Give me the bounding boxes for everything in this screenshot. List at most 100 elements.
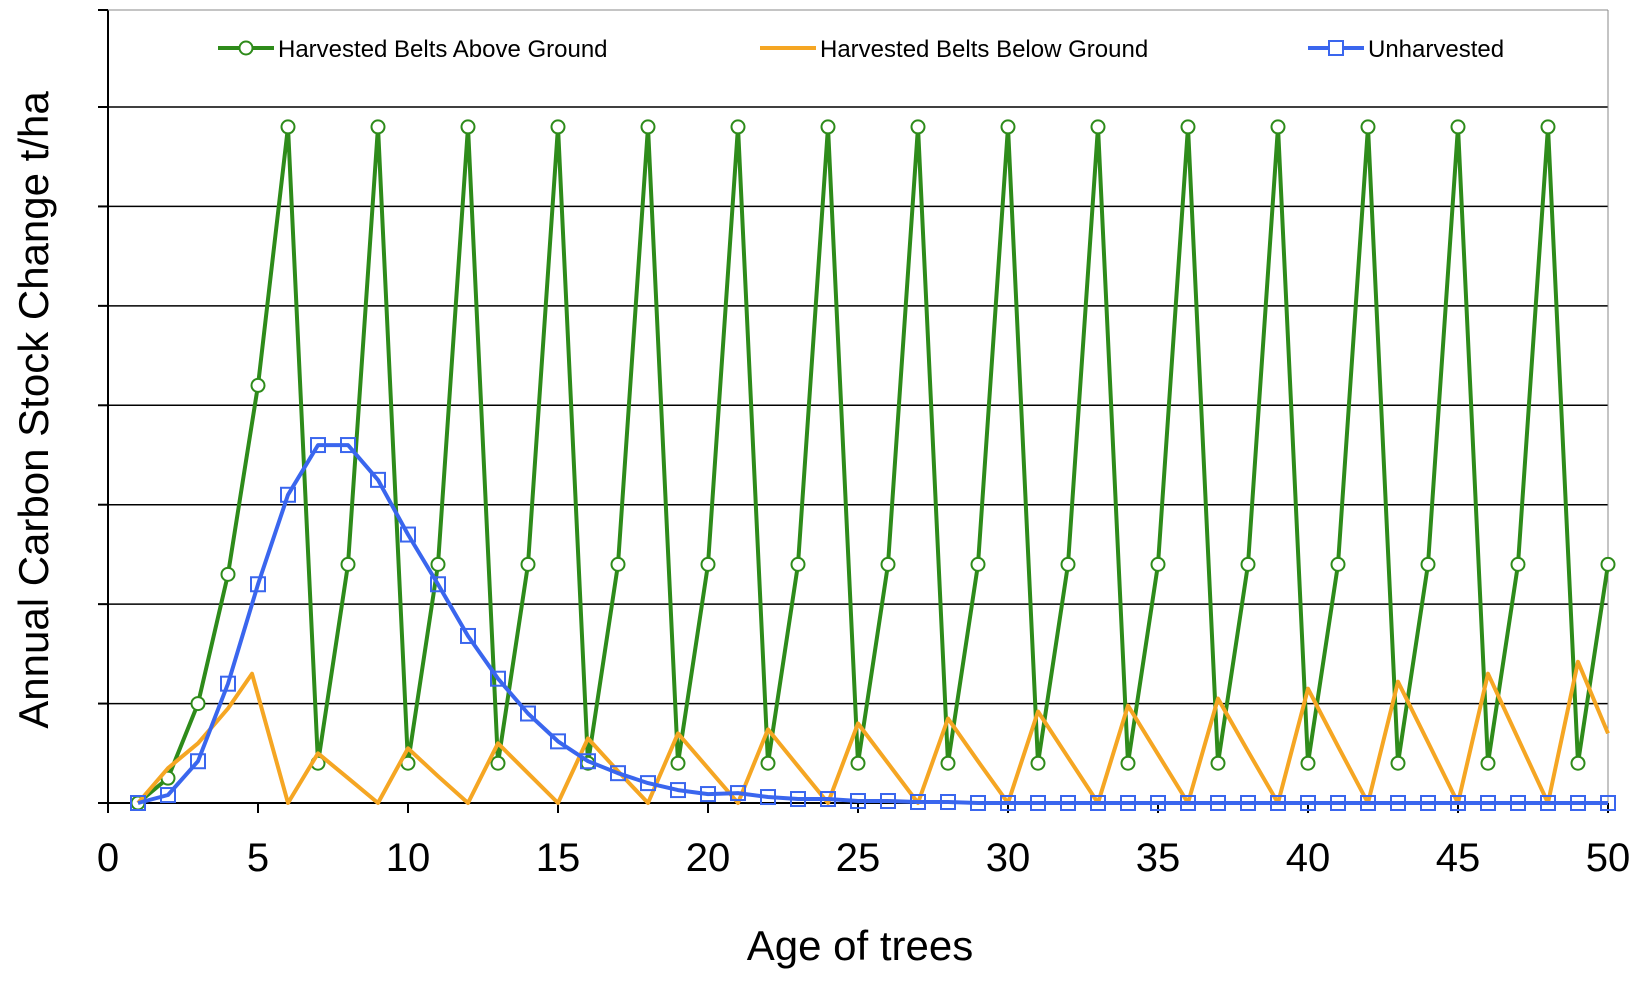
data-point bbox=[430, 576, 446, 593]
data-point bbox=[820, 791, 836, 808]
series-layer bbox=[130, 119, 1616, 811]
data-point bbox=[460, 627, 476, 644]
series-line bbox=[136, 124, 1610, 805]
data-point bbox=[310, 437, 326, 454]
data-point bbox=[1450, 795, 1466, 811]
data-point bbox=[580, 753, 596, 770]
data-point bbox=[1330, 795, 1346, 811]
x-tick-label: 35 bbox=[1136, 836, 1181, 880]
legend: Harvested Belts Above Ground Harvested Be… bbox=[218, 36, 1504, 63]
data-point bbox=[1060, 795, 1076, 811]
data-point bbox=[1390, 795, 1406, 811]
data-point bbox=[1300, 795, 1316, 811]
data-point bbox=[460, 119, 476, 135]
data-point bbox=[1000, 795, 1016, 811]
data-point bbox=[550, 733, 566, 750]
data-point bbox=[790, 791, 806, 808]
data-point bbox=[880, 793, 896, 810]
x-tick-label: 15 bbox=[536, 836, 581, 880]
data-point bbox=[370, 471, 386, 488]
axes: 0 5 10 15 20 25 30 35 40 45 50 bbox=[97, 9, 1631, 880]
legend-label: Harvested Belts Above Ground bbox=[278, 36, 608, 63]
x-tick-label: 0 bbox=[97, 836, 119, 880]
data-point bbox=[880, 556, 896, 572]
data-point bbox=[940, 755, 956, 771]
data-point bbox=[670, 782, 686, 799]
data-point bbox=[1420, 795, 1436, 811]
data-point bbox=[700, 786, 716, 803]
legend-label: Unharvested bbox=[1368, 36, 1504, 63]
data-point bbox=[250, 576, 266, 593]
data-point bbox=[1300, 755, 1316, 771]
data-point bbox=[220, 675, 236, 692]
data-point bbox=[1540, 119, 1556, 135]
data-point bbox=[430, 556, 446, 572]
data-point bbox=[730, 119, 746, 135]
data-point bbox=[1240, 556, 1256, 572]
data-point bbox=[520, 705, 536, 722]
x-tick-label: 30 bbox=[986, 836, 1031, 880]
data-point bbox=[760, 789, 776, 806]
data-point bbox=[340, 556, 356, 572]
x-tick-label: 25 bbox=[836, 836, 881, 880]
data-point bbox=[640, 119, 656, 135]
data-point bbox=[910, 119, 926, 135]
legend-marker bbox=[1328, 40, 1344, 56]
data-point bbox=[550, 119, 566, 135]
legend-marker bbox=[238, 40, 254, 56]
x-tick-label: 40 bbox=[1286, 836, 1331, 880]
data-point bbox=[280, 119, 296, 135]
x-tick-label: 50 bbox=[1586, 836, 1631, 880]
data-point bbox=[1150, 795, 1166, 811]
data-point bbox=[910, 794, 926, 811]
data-point bbox=[1450, 119, 1466, 135]
series-line bbox=[136, 659, 1610, 805]
x-axis-title: Age of trees bbox=[747, 922, 973, 969]
data-point bbox=[1030, 755, 1046, 771]
data-point bbox=[850, 793, 866, 810]
series-line bbox=[137, 443, 1608, 805]
data-point bbox=[820, 119, 836, 135]
data-point bbox=[250, 377, 266, 393]
y-axis-title: Annual Carbon Stock Change t/ha bbox=[10, 91, 57, 729]
data-point bbox=[1600, 795, 1616, 811]
data-point bbox=[1210, 795, 1226, 811]
data-point bbox=[520, 556, 536, 572]
data-point bbox=[1060, 556, 1076, 572]
data-point bbox=[220, 566, 236, 582]
x-tick-label: 45 bbox=[1436, 836, 1481, 880]
data-point bbox=[1420, 556, 1436, 572]
legend-label: Harvested Belts Below Ground bbox=[820, 36, 1148, 63]
data-point bbox=[730, 785, 746, 802]
data-point bbox=[370, 119, 386, 135]
data-point bbox=[490, 755, 506, 771]
series-2 bbox=[130, 437, 1616, 811]
data-point bbox=[1540, 795, 1556, 811]
data-point bbox=[610, 556, 626, 572]
data-point bbox=[190, 696, 206, 712]
data-point bbox=[1480, 755, 1496, 771]
data-point bbox=[1240, 795, 1256, 811]
data-point bbox=[970, 795, 986, 811]
data-point bbox=[1510, 795, 1526, 811]
data-point bbox=[640, 775, 656, 792]
data-point bbox=[1000, 119, 1016, 135]
x-tick-label: 5 bbox=[247, 836, 269, 880]
data-point bbox=[700, 556, 716, 572]
data-point bbox=[130, 795, 146, 811]
data-point bbox=[340, 437, 356, 454]
data-point bbox=[1600, 556, 1616, 572]
data-point bbox=[1390, 755, 1406, 771]
data-point bbox=[940, 794, 956, 811]
data-point bbox=[1210, 755, 1226, 771]
x-tick-label: 20 bbox=[686, 836, 731, 880]
data-point bbox=[1090, 119, 1106, 135]
series-0 bbox=[130, 119, 1616, 811]
data-point bbox=[1330, 556, 1346, 572]
data-point bbox=[610, 765, 626, 782]
data-point bbox=[970, 556, 986, 572]
data-point bbox=[490, 670, 506, 687]
data-point bbox=[1270, 795, 1286, 811]
